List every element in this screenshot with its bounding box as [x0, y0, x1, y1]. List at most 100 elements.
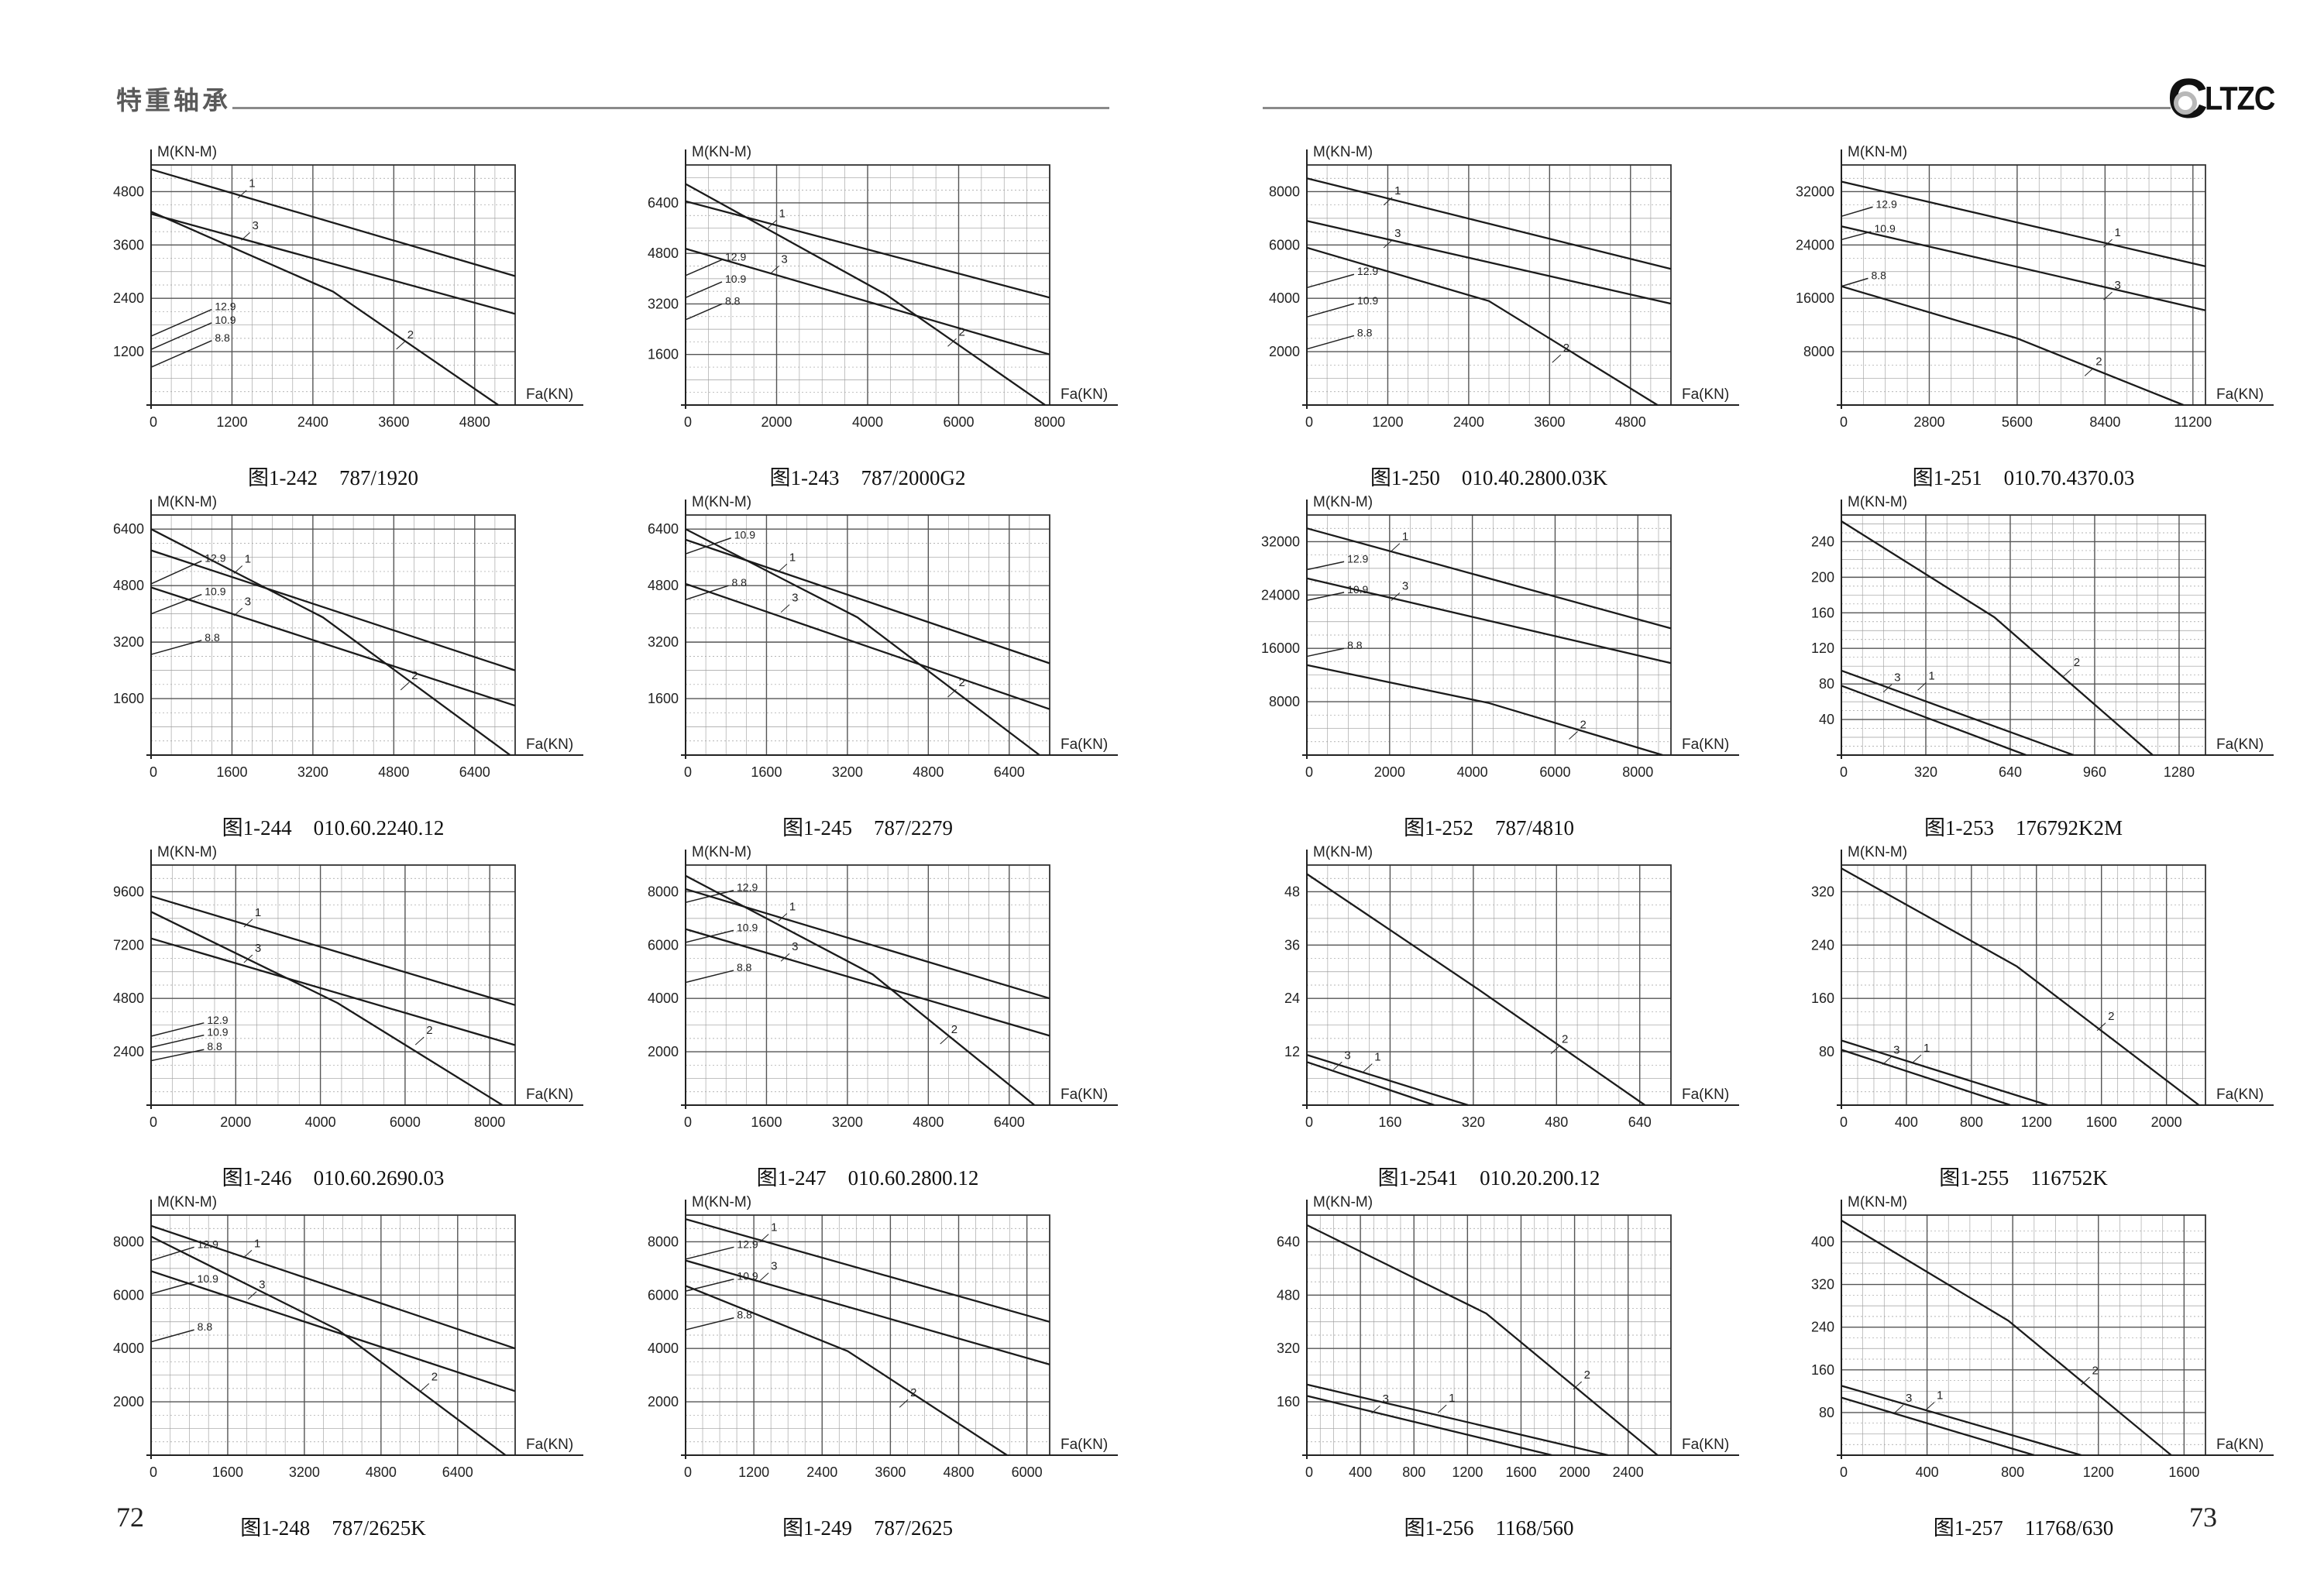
y-axis-title: M(KN-M) [692, 1194, 751, 1210]
x-tick-label: 6000 [1539, 764, 1570, 780]
y-tick-label: 3200 [648, 634, 679, 650]
x-tick-label: 640 [1628, 1114, 1652, 1130]
y-tick-label: 4800 [648, 578, 679, 593]
y-axis-title: M(KN-M) [157, 1194, 217, 1210]
y-tick-label: 2000 [113, 1394, 144, 1409]
bolt-grade-label-10.9: 10.9 [207, 1026, 228, 1039]
y-axis-title: M(KN-M) [157, 144, 217, 160]
y-tick-label: 40 [1819, 712, 1834, 727]
y-tick-label: 160 [1811, 991, 1834, 1006]
caption-figure-number: 图1-242 [247, 466, 318, 489]
page-header-title: 特重轴承 [116, 86, 231, 115]
curve-label-2: 2 [1580, 719, 1587, 732]
caption-figure-number: 图1-252 [1403, 816, 1473, 840]
curve-label-2: 2 [1584, 1368, 1590, 1382]
bolt-grade-label-10.9: 10.9 [734, 529, 755, 541]
curve-label-2: 2 [431, 1371, 438, 1384]
x-tick-label: 4000 [1457, 764, 1488, 780]
x-tick-label: 4800 [943, 1464, 974, 1480]
curve-label-1: 1 [2115, 226, 2121, 239]
curve-label-3: 3 [1894, 671, 1900, 685]
chart-caption-1-251: 图1-251 010.70.4370.03 [1768, 461, 2279, 491]
x-tick-label: 2000 [1559, 1464, 1590, 1480]
curve-label-2: 2 [951, 1023, 957, 1036]
curve-label-1: 1 [1923, 1042, 1930, 1055]
x-tick-label: 1600 [1505, 1464, 1536, 1480]
x-tick-label: 3600 [1534, 414, 1565, 430]
y-tick-label: 240 [1811, 937, 1834, 953]
x-tick-label: 1200 [738, 1464, 769, 1480]
curve-label-3: 3 [1402, 579, 1408, 592]
x-tick-label: 8000 [1034, 414, 1065, 430]
curve-label-1: 1 [1374, 1051, 1380, 1064]
y-axis-title: M(KN-M) [1848, 1194, 1907, 1210]
chart-1-245: 0 1600 3200 4800 6400 1600 3200 4800 6400 M(KN-M)… [612, 493, 1123, 842]
x-tick-label: 400 [1916, 1464, 1939, 1480]
curve-label-3: 3 [1906, 1392, 1912, 1405]
x-tick-label: 960 [2083, 764, 2106, 780]
bolt-grade-label-12.9: 12.9 [205, 551, 225, 564]
chart-caption-1-247: 图1-247 010.60.2800.12 [612, 1161, 1123, 1191]
x-tick-label: 4800 [1615, 414, 1646, 430]
y-tick-label: 16000 [1796, 290, 1834, 306]
x-tick-label: 0 [150, 414, 157, 430]
chart-canvas-1-248: 0 1600 3200 4800 6400 2000 4000 6000 8000 M(KN-M)… [113, 1194, 583, 1480]
x-tick-label: 2800 [1913, 414, 1944, 430]
x-tick-label: 3200 [289, 1464, 320, 1480]
x-tick-label: 4800 [913, 764, 944, 780]
y-tick-label: 320 [1811, 884, 1834, 899]
caption-figure-number: 图1-243 [769, 466, 840, 489]
y-tick-label: 320 [1277, 1341, 1300, 1356]
y-tick-label: 8000 [1269, 184, 1300, 199]
curve-label-3: 3 [245, 595, 251, 608]
x-tick-label: 6400 [442, 1464, 473, 1480]
y-tick-label: 3200 [648, 296, 679, 311]
curve-label-3: 3 [1394, 227, 1401, 240]
x-tick-label: 2400 [806, 1464, 837, 1480]
bolt-grade-label-8.8: 8.8 [1871, 269, 1886, 281]
x-tick-label: 6000 [943, 414, 974, 430]
curve-label-1: 1 [1928, 669, 1934, 682]
y-tick-label: 8000 [1269, 694, 1300, 709]
x-tick-label: 0 [1840, 414, 1848, 430]
x-tick-label: 160 [1378, 1114, 1401, 1130]
bolt-grade-label-8.8: 8.8 [1357, 326, 1373, 338]
curve-label-2: 2 [2095, 355, 2102, 368]
y-tick-label: 4800 [113, 991, 144, 1006]
x-tick-label: 6400 [459, 764, 490, 780]
y-tick-label: 6400 [648, 521, 679, 537]
bolt-grade-label-12.9: 12.9 [737, 881, 758, 894]
x-axis-title: Fa(KN) [1061, 1087, 1108, 1103]
y-axis-title: M(KN-M) [692, 494, 751, 510]
bolt-grade-label-10.9: 10.9 [725, 273, 746, 285]
chart-1-253: 0 320 640 960 1280 40 80 120 160 200 240 M(KN-M) Fa(… [1768, 493, 2279, 842]
y-tick-label: 4800 [648, 245, 679, 261]
x-tick-label: 320 [1462, 1114, 1485, 1130]
caption-model-number: 010.60.2800.12 [847, 1166, 979, 1190]
y-tick-label: 160 [1277, 1394, 1300, 1409]
bolt-grade-label-12.9: 12.9 [215, 300, 235, 313]
y-axis-title: M(KN-M) [1313, 844, 1373, 860]
x-tick-label: 1600 [212, 1464, 243, 1480]
x-axis-title: Fa(KN) [2216, 736, 2264, 753]
y-tick-label: 12 [1284, 1044, 1300, 1059]
chart-canvas-1-246: 0 2000 4000 6000 8000 2400 4800 7200 9600 M(KN-M)… [113, 844, 583, 1130]
chart-1-246: 0 2000 4000 6000 8000 2400 4800 7200 9600 M(KN-M)… [77, 843, 589, 1192]
curve-label-3: 3 [253, 219, 259, 232]
y-axis-title: M(KN-M) [1848, 144, 1907, 160]
x-tick-label: 320 [1914, 764, 1937, 780]
x-tick-label: 0 [1840, 1114, 1848, 1130]
x-tick-label: 1200 [2083, 1464, 2114, 1480]
x-tick-label: 0 [1840, 764, 1848, 780]
chart-1-257: 0 400 800 1200 1600 80 160 240 320 400 M(KN-M) Fa(K… [1768, 1193, 2279, 1542]
x-axis-title: Fa(KN) [526, 1087, 573, 1103]
x-tick-label: 6000 [1012, 1464, 1043, 1480]
y-tick-label: 6000 [1269, 237, 1300, 252]
curve-label-1: 1 [771, 1221, 777, 1234]
logo-ring-icon [2174, 91, 2197, 115]
x-tick-label: 8000 [474, 1114, 505, 1130]
y-tick-label: 8000 [648, 884, 679, 899]
chart-1-250: 0 1200 2400 3600 4800 2000 4000 6000 8000 M(KN-M)… [1233, 143, 1745, 492]
x-tick-label: 480 [1545, 1114, 1568, 1130]
y-tick-label: 2000 [648, 1044, 679, 1059]
